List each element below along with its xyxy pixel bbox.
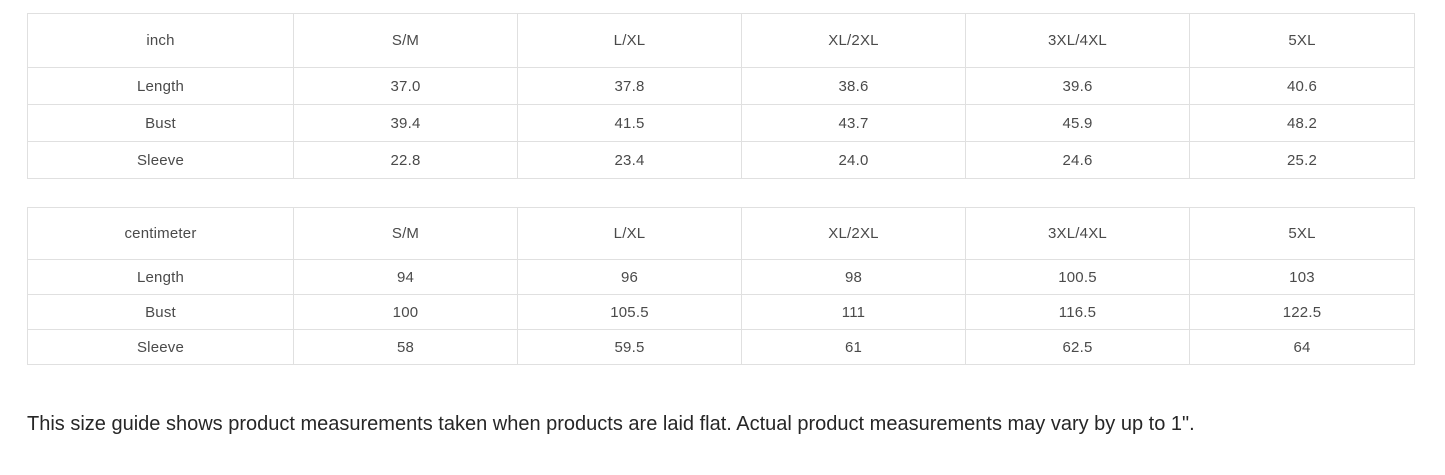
measurement-cell: 103 xyxy=(1189,259,1415,295)
size-column-header: S/M xyxy=(293,13,518,68)
measurement-cell: 116.5 xyxy=(965,294,1190,330)
table-row-sleeve: Sleeve 58 59.5 61 62.5 64 xyxy=(27,329,1415,365)
measurement-cell: 105.5 xyxy=(517,294,742,330)
measurement-cell: 100.5 xyxy=(965,259,1190,295)
measurement-cell: 100 xyxy=(293,294,518,330)
measurement-cell: 23.4 xyxy=(517,141,742,179)
measurement-cell: 58 xyxy=(293,329,518,365)
measurement-cell: 48.2 xyxy=(1189,104,1415,142)
unit-header-centimeter: centimeter xyxy=(27,207,294,260)
row-label: Sleeve xyxy=(27,141,294,179)
measurement-cell: 98 xyxy=(741,259,966,295)
size-column-header: 5XL xyxy=(1189,207,1415,260)
measurement-cell: 37.0 xyxy=(293,67,518,105)
measurement-cell: 37.8 xyxy=(517,67,742,105)
measurement-cell: 25.2 xyxy=(1189,141,1415,179)
table-row-bust: Bust 100 105.5 111 116.5 122.5 xyxy=(27,294,1415,330)
measurement-cell: 122.5 xyxy=(1189,294,1415,330)
measurement-cell: 39.4 xyxy=(293,104,518,142)
measurement-cell: 22.8 xyxy=(293,141,518,179)
table-row-length: Length 37.0 37.8 38.6 39.6 40.6 xyxy=(27,67,1415,105)
table-row-length: Length 94 96 98 100.5 103 xyxy=(27,259,1415,295)
row-label: Length xyxy=(27,67,294,105)
size-column-header: 5XL xyxy=(1189,13,1415,68)
row-label: Sleeve xyxy=(27,329,294,365)
table-row-bust: Bust 39.4 41.5 43.7 45.9 48.2 xyxy=(27,104,1415,142)
size-column-header: 3XL/4XL xyxy=(965,207,1190,260)
size-column-header: 3XL/4XL xyxy=(965,13,1190,68)
size-column-header: S/M xyxy=(293,207,518,260)
size-column-header: XL/2XL xyxy=(741,13,966,68)
measurement-cell: 94 xyxy=(293,259,518,295)
measurement-cell: 41.5 xyxy=(517,104,742,142)
measurement-cell: 62.5 xyxy=(965,329,1190,365)
row-label: Bust xyxy=(27,104,294,142)
measurement-cell: 64 xyxy=(1189,329,1415,365)
measurement-cell: 24.6 xyxy=(965,141,1190,179)
size-column-header: XL/2XL xyxy=(741,207,966,260)
measurement-cell: 38.6 xyxy=(741,67,966,105)
size-guide-note: This size guide shows product measuremen… xyxy=(27,413,1195,435)
size-column-header: L/XL xyxy=(517,13,742,68)
measurement-cell: 59.5 xyxy=(517,329,742,365)
size-column-header: L/XL xyxy=(517,207,742,260)
measurement-cell: 96 xyxy=(517,259,742,295)
measurement-cell: 61 xyxy=(741,329,966,365)
table-header-row: centimeter S/M L/XL XL/2XL 3XL/4XL 5XL xyxy=(27,207,1415,260)
row-label: Length xyxy=(27,259,294,295)
unit-header-inch: inch xyxy=(27,13,294,68)
size-table-centimeter: centimeter S/M L/XL XL/2XL 3XL/4XL 5XL L… xyxy=(27,207,1415,365)
measurement-cell: 40.6 xyxy=(1189,67,1415,105)
size-table-inch: inch S/M L/XL XL/2XL 3XL/4XL 5XL Length … xyxy=(27,13,1415,179)
measurement-cell: 24.0 xyxy=(741,141,966,179)
table-header-row: inch S/M L/XL XL/2XL 3XL/4XL 5XL xyxy=(27,13,1415,68)
measurement-cell: 45.9 xyxy=(965,104,1190,142)
measurement-cell: 39.6 xyxy=(965,67,1190,105)
measurement-cell: 111 xyxy=(741,294,966,330)
size-guide: inch S/M L/XL XL/2XL 3XL/4XL 5XL Length … xyxy=(27,13,1415,435)
table-row-sleeve: Sleeve 22.8 23.4 24.0 24.6 25.2 xyxy=(27,141,1415,179)
measurement-cell: 43.7 xyxy=(741,104,966,142)
row-label: Bust xyxy=(27,294,294,330)
